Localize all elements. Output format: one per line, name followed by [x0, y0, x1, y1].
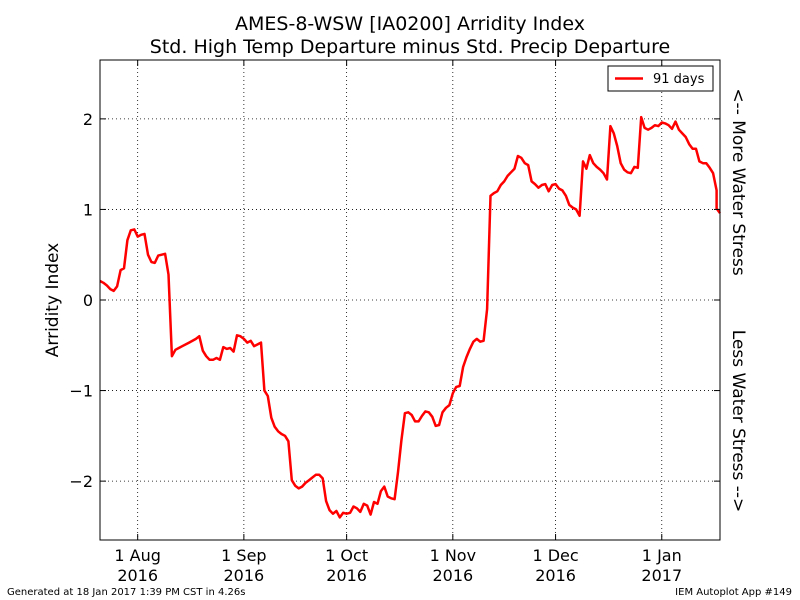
- y-axis: −2 −1 0 1 2: [69, 110, 720, 491]
- x-tick-label: 1 Jan: [642, 546, 682, 565]
- right-label-more-stress: <-- More Water Stress: [728, 88, 748, 276]
- y-tick-label: 0: [83, 291, 93, 310]
- x-tick-year-label: 2016: [535, 566, 576, 585]
- right-label-less-stress: Less Water Stress -->: [728, 330, 748, 513]
- y-tick-label: −2: [69, 472, 93, 491]
- grid: [100, 60, 720, 540]
- y-axis-label: Arridity Index: [43, 243, 63, 357]
- y-tick-label: 2: [83, 110, 93, 129]
- x-tick-label: 1 Nov: [430, 546, 477, 565]
- series-line-91-days: [99, 115, 722, 519]
- x-tick-year-label: 2016: [117, 566, 158, 585]
- x-tick-year-label: 2017: [641, 566, 682, 585]
- x-tick-year-label: 2016: [432, 566, 473, 585]
- footer-app: IEM Autoplot App #149: [675, 587, 792, 598]
- y-tick-label: −1: [69, 382, 93, 401]
- y-tick-label: 1: [83, 200, 93, 219]
- chart-subtitle: Std. High Temp Departure minus Std. Prec…: [150, 36, 670, 58]
- x-tick-year-label: 2016: [224, 566, 265, 585]
- chart-title: AMES-8-WSW [IA0200] Arridity Index: [235, 13, 585, 35]
- x-tick-label: 1 Oct: [325, 546, 368, 565]
- footer-generated: Generated at 18 Jan 2017 1:39 PM CST in …: [7, 587, 245, 598]
- legend-label: 91 days: [653, 72, 705, 87]
- series-layer: [99, 115, 722, 519]
- x-tick-label: 1 Aug: [114, 546, 161, 565]
- x-tick-label: 1 Sep: [221, 546, 266, 565]
- legend-box: [607, 65, 714, 92]
- x-tick-label: 1 Dec: [532, 546, 578, 565]
- legend: 91 days: [607, 65, 714, 92]
- x-tick-year-label: 2016: [326, 566, 367, 585]
